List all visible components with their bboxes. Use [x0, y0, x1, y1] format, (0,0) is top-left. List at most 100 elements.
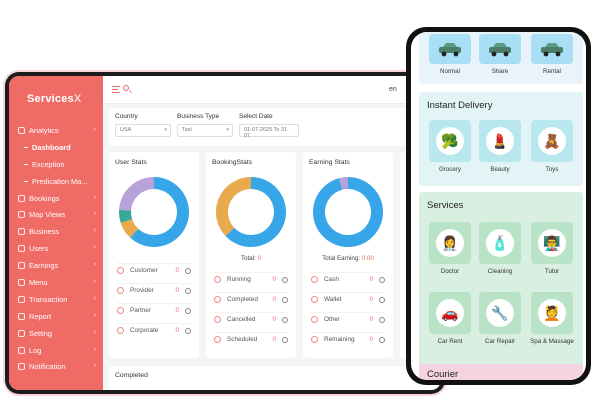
vehicle-section: Normal Share Rental: [419, 32, 583, 84]
sidebar-item[interactable]: Exception: [9, 156, 103, 173]
card-total: Total: 0: [206, 255, 296, 262]
info-icon[interactable]: [282, 296, 288, 303]
tile-label: Spa & Massage: [530, 338, 574, 345]
sidebar-item[interactable]: Users ›: [9, 240, 103, 257]
stats-row: Corporate 0: [117, 323, 191, 337]
sidebar-item-label: Report: [29, 311, 52, 321]
section-title: Services: [427, 200, 464, 211]
sidebar-item[interactable]: Report ›: [9, 308, 103, 325]
stats-card: User Stats Customer 0 Provider 0 Partner 0 Corp…: [109, 152, 199, 358]
sidebar-item-label: Dashboard: [32, 142, 71, 152]
vehicle-tile[interactable]: [429, 34, 471, 64]
business-type-label: Business Type: [177, 113, 220, 120]
stats-card: BookingStats Total: 0 Running 0 Completed 0 Ca…: [206, 152, 296, 358]
info-icon[interactable]: [379, 296, 385, 303]
service-tile[interactable]: 💄: [479, 120, 521, 162]
donut-segment: [120, 218, 139, 238]
donut-chart: [119, 177, 189, 247]
sidebar-item-label: Map Views: [29, 210, 66, 220]
stats-row: Wallet 0: [311, 292, 385, 306]
sidebar-item[interactable]: Menu ›: [9, 274, 103, 291]
donut-segment: [130, 177, 189, 247]
info-icon[interactable]: [282, 276, 288, 283]
chevron-right-icon: ›: [93, 244, 96, 252]
chevron-right-icon: ›: [93, 311, 96, 319]
chevron-right-icon: ›: [93, 227, 96, 235]
info-icon[interactable]: [185, 267, 191, 274]
service-tile[interactable]: 🥦: [429, 120, 471, 162]
stats-row-label: Cash: [324, 276, 339, 283]
donut-chart: [313, 177, 383, 247]
toys-icon: 🧸: [538, 127, 566, 155]
courier-section: Courier: [419, 364, 583, 380]
sidebar-item[interactable]: Predication Ma...: [9, 173, 103, 190]
sidebar-item[interactable]: Earnings ›: [9, 257, 103, 274]
info-icon[interactable]: [282, 336, 288, 343]
vehicle-tile[interactable]: [531, 34, 573, 64]
sidebar-item[interactable]: Setting ›: [9, 325, 103, 342]
sidebar-item[interactable]: Analytics ›: [9, 122, 103, 139]
user-icon: [117, 287, 124, 294]
service-tile[interactable]: 🚗: [429, 292, 471, 334]
sidebar-item[interactable]: Business ›: [9, 223, 103, 240]
chevron-down-icon: ▾: [226, 127, 229, 133]
service-tile[interactable]: 🧸: [531, 120, 573, 162]
stats-row-value: 0: [175, 327, 179, 334]
stats-row: Other 0: [311, 312, 385, 326]
sidebar-item-label: Log: [29, 345, 42, 355]
user-icon: [214, 276, 221, 283]
info-icon[interactable]: [185, 307, 191, 314]
beauty-icon: 💄: [486, 127, 514, 155]
sidebar-item-label: Earnings: [29, 261, 59, 271]
main-content: en Country USA ▾ Business Type Taxi ▾ Sele…: [103, 76, 441, 390]
stats-row: Provider 0: [117, 283, 191, 297]
stats-row-value: 0: [369, 276, 373, 283]
info-icon[interactable]: [379, 276, 385, 283]
cleaning-icon: 🧴: [486, 229, 514, 257]
sidebar-item[interactable]: Log ›: [9, 342, 103, 359]
grocery-icon: 🥦: [436, 127, 464, 155]
chevron-down-icon: ▾: [164, 127, 167, 133]
stats-row-label: Provider: [130, 287, 154, 294]
info-icon[interactable]: [282, 316, 288, 323]
car-icon: [439, 43, 461, 57]
service-tile[interactable]: 🧴: [479, 222, 521, 264]
sidebar-item[interactable]: Map Views ›: [9, 206, 103, 223]
country-label: Country: [115, 113, 138, 120]
service-tile[interactable]: 💆: [531, 292, 573, 334]
vehicle-label: Share: [491, 68, 509, 75]
sidebar-item[interactable]: Transaction ›: [9, 291, 103, 308]
select-date-label: Select Date: [239, 113, 273, 120]
sidebar-item[interactable]: Notification ›: [9, 358, 103, 375]
brand-logo: ServicesX: [27, 93, 82, 105]
stats-row: Cancelled 0: [214, 312, 288, 326]
donut-chart: [216, 177, 286, 247]
business-type-select[interactable]: Taxi ▾: [177, 124, 233, 137]
vehicle-tile[interactable]: [479, 34, 521, 64]
service-tile[interactable]: 🔧: [479, 292, 521, 334]
sidebar-item[interactable]: Bookings ›: [9, 190, 103, 207]
language-selector[interactable]: en: [389, 86, 397, 93]
date-range-input[interactable]: 01-07-2025 To 31-07: [239, 124, 299, 139]
info-icon[interactable]: [185, 287, 191, 294]
total-label: Total Earning:: [322, 255, 361, 262]
phone-screen: Normal Share Rental Instant Delivery 🥦 Groc…: [411, 32, 586, 380]
card-title: BookingStats: [212, 159, 253, 166]
chevron-right-icon: ›: [93, 278, 96, 286]
search-icon[interactable]: [123, 85, 129, 91]
sidebar-item[interactable]: Dashboard: [9, 139, 103, 156]
info-icon[interactable]: [379, 336, 385, 343]
sidebar-item-label: Bookings: [29, 193, 60, 203]
info-icon[interactable]: [185, 327, 191, 334]
info-icon[interactable]: [379, 316, 385, 323]
service-tile[interactable]: 👩‍⚕️: [429, 222, 471, 264]
stats-row: Customer 0: [117, 263, 191, 277]
menu-item-icon: [18, 329, 25, 337]
service-tile[interactable]: 👨‍🏫: [531, 222, 573, 264]
car-repair-icon: 🔧: [486, 299, 514, 327]
hamburger-menu-icon[interactable]: [112, 86, 120, 93]
user-icon: [214, 336, 221, 343]
tile-label: Toys: [545, 166, 559, 173]
country-select[interactable]: USA ▾: [115, 124, 171, 137]
chevron-right-icon: ›: [93, 328, 96, 336]
